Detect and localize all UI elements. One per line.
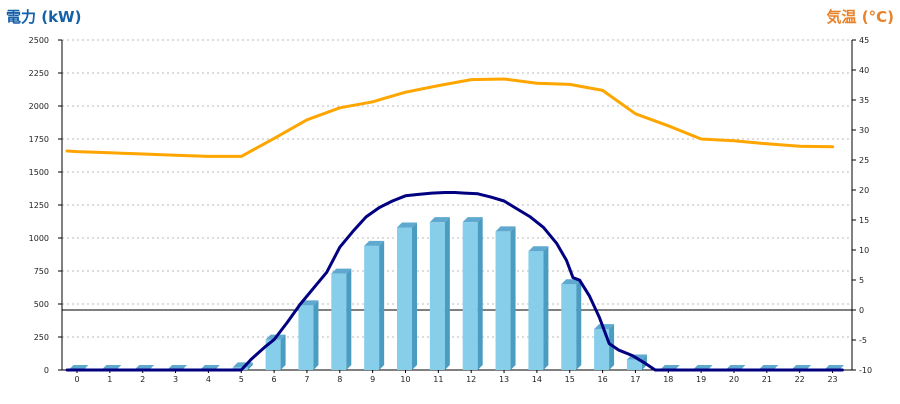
power-bar [594,324,615,370]
x-tick-label: 13 [499,375,509,384]
power-bar [462,217,483,370]
x-tick-label: 9 [370,375,375,384]
x-tick-label: 6 [272,375,277,384]
x-tick-label: 15 [565,375,575,384]
x-tick-label: 11 [433,375,443,384]
power-bar [397,222,417,370]
power-bar [429,217,450,370]
x-tick-label: 7 [304,375,309,384]
power-bar [331,268,352,370]
left-tick-label: 2000 [29,102,49,111]
power-bar [298,300,319,370]
x-tick-label: 22 [795,375,805,384]
left-axis-title: 電力 (kW) [6,8,82,26]
left-tick-label: 250 [34,333,49,342]
x-tick-label: 21 [762,375,772,384]
right-tick-label: -5 [859,336,867,345]
right-tick-label: 30 [859,126,869,135]
right-tick-label: 35 [859,96,869,105]
x-tick-label: 0 [74,375,79,384]
right-tick-label: 5 [859,276,864,285]
left-tick-label: 1000 [29,234,49,243]
left-tick-label: 2250 [29,69,49,78]
power-bar [364,240,385,370]
left-tick-label: 750 [34,267,49,276]
right-axis-title: 気温 (°C) [826,8,894,26]
power-line [65,191,844,372]
right-tick-label: 15 [859,216,869,225]
x-tick-label: 10 [400,375,410,384]
left-tick-label: 500 [34,300,49,309]
x-tick-label: 5 [239,375,244,384]
x-tick-label: 4 [206,375,211,384]
x-tick-label: 17 [630,375,640,384]
left-tick-label: 1750 [29,135,49,144]
right-tick-label: 25 [859,156,869,165]
left-tick-label: 1500 [29,168,49,177]
x-tick-label: 1 [107,375,112,384]
temperature-line [65,77,835,158]
power-bar [561,279,582,370]
right-tick-label: 45 [859,36,869,45]
x-tick-label: 18 [663,375,673,384]
right-tick-label: 10 [859,246,869,255]
x-tick-label: 8 [337,375,342,384]
x-tick-label: 23 [827,375,837,384]
x-tick-label: 2 [140,375,145,384]
x-tick-label: 3 [173,375,178,384]
right-tick-label: 40 [859,66,869,75]
right-tick-label: 0 [859,306,864,315]
x-tick-label: 16 [598,375,608,384]
power-bar [495,226,516,370]
x-tick-label: 19 [696,375,706,384]
left-tick-label: 1250 [29,201,49,210]
right-tick-label: 20 [859,186,869,195]
right-tick-label: -10 [859,366,872,375]
x-tick-label: 12 [466,375,476,384]
x-tick-label: 14 [532,375,542,384]
left-tick-label: 2500 [29,36,49,45]
power-bar [528,246,549,370]
left-tick-label: 0 [44,366,49,375]
x-tick-label: 20 [729,375,739,384]
